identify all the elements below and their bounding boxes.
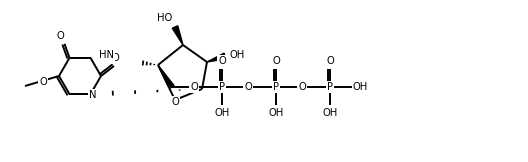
Text: O: O: [298, 82, 306, 92]
Text: N: N: [89, 90, 96, 100]
Text: P: P: [273, 82, 279, 92]
Text: OH: OH: [214, 108, 230, 118]
Text: O: O: [171, 97, 179, 107]
Text: O: O: [218, 56, 226, 66]
Text: OH: OH: [229, 50, 244, 60]
Text: O: O: [190, 82, 198, 92]
Text: O: O: [326, 56, 334, 66]
Text: OH: OH: [268, 108, 284, 118]
Text: O: O: [111, 53, 119, 63]
Text: O: O: [244, 82, 252, 92]
Text: OH: OH: [352, 82, 367, 92]
Text: O: O: [272, 56, 280, 66]
Polygon shape: [207, 53, 226, 62]
Polygon shape: [172, 26, 183, 45]
Text: P: P: [327, 82, 333, 92]
Text: P: P: [219, 82, 225, 92]
Text: O: O: [39, 77, 47, 87]
Text: OH: OH: [323, 108, 337, 118]
Text: O: O: [56, 31, 64, 41]
Text: HO: HO: [157, 13, 173, 23]
Polygon shape: [158, 65, 174, 88]
Text: HN: HN: [99, 50, 115, 60]
Text: N: N: [89, 90, 96, 100]
